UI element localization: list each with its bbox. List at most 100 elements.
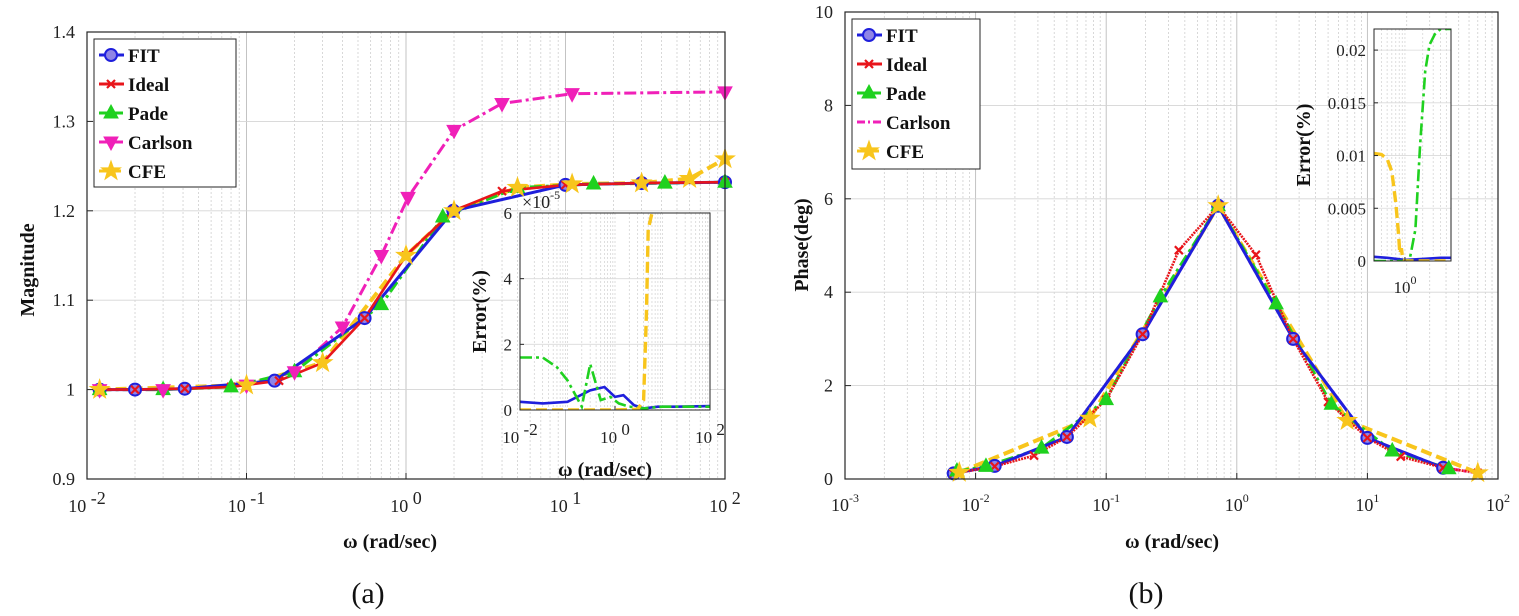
legend-label-fit: FIT	[886, 26, 918, 47]
y-tick-label: 4	[824, 282, 833, 302]
inset-series-line-fit	[1374, 255, 1451, 261]
data-point-cfe	[948, 460, 971, 482]
y-axis-label: Magnitude	[17, 223, 39, 316]
inset-x-tick-label: 10 0	[600, 420, 630, 447]
data-point-cfe	[506, 176, 529, 197]
y-tick-label: 0	[824, 469, 833, 489]
inset-series-line-cfe	[1374, 151, 1451, 261]
y-tick-label: 1.3	[53, 111, 76, 131]
legend-marker-fit	[104, 48, 118, 62]
legend: FIT Ideal Pade Carlson CFE	[851, 18, 981, 170]
x-tick-label-exp: -3	[849, 491, 859, 505]
data-point-cfe	[311, 351, 334, 373]
legend-marker-cfe	[100, 159, 122, 181]
inset-y-tick-label: 0.01	[1336, 147, 1366, 166]
y-tick-label: 1.1	[53, 290, 76, 310]
data-point-carlson	[446, 124, 462, 140]
legend-label-ideal: Ideal	[886, 55, 927, 76]
inset-y-exponent: ×10-5	[522, 188, 560, 212]
inset-y-tick-label: 0	[504, 401, 513, 420]
inset-x-tick-label: 100	[1393, 273, 1416, 297]
x-tick-label-base: 10	[831, 495, 849, 515]
inset-frame	[1373, 28, 1452, 262]
data-point-cfe	[88, 378, 111, 399]
x-tick-label-exp: -1	[1110, 491, 1120, 505]
x-tick-label-exp: 2	[1504, 491, 1510, 505]
inset-x-tick-label-exp: 0	[1410, 273, 1416, 287]
inset-plot-area	[1374, 29, 1451, 261]
data-point-pade	[1384, 441, 1401, 457]
data-point-cfe	[1207, 194, 1230, 216]
data-point-carlson	[494, 98, 510, 113]
data-point-ideal	[130, 384, 140, 395]
data-point-pade	[434, 208, 451, 223]
x-tick-label-base: 10	[1092, 495, 1110, 515]
inset-y-axis-label: Error(%)	[1293, 104, 1315, 187]
legend-label-ideal: Ideal	[128, 75, 169, 96]
inset-y-tick-label: 2	[504, 335, 513, 354]
y-axis-label: Phase(deg)	[791, 198, 813, 291]
inset-y-exponent-exp: -5	[550, 188, 560, 202]
x-tick-base: 10	[550, 496, 568, 516]
inset-series-group	[520, 213, 710, 410]
data-point-cfe	[443, 199, 465, 221]
x-tick-base: 10	[709, 496, 727, 516]
inset-x-tick-label: 10 -2	[502, 420, 537, 447]
inset-x-tick-exp: 2	[712, 420, 725, 439]
legend-label-cfe: CFE	[128, 162, 166, 183]
x-tick-label-exp: -2	[980, 491, 990, 505]
data-point-pade	[1268, 294, 1284, 310]
x-tick-label-base: 10	[1225, 495, 1243, 515]
series-line-fit	[953, 204, 1444, 475]
x-tick-label-exp: 0	[1243, 491, 1249, 505]
y-tick-label: 1	[66, 380, 75, 400]
legend-marker-fit	[862, 28, 876, 42]
inset-x-axis-label: ω (rad/sec)	[558, 459, 652, 481]
x-tick-base: 10	[390, 496, 408, 516]
data-point-cfe	[630, 171, 653, 193]
inset-x-tick-base: 10	[502, 428, 519, 447]
inset-x-tick-base: 10	[600, 428, 617, 447]
chart-a: 0.911.11.21.31.410 -2 10 -1 10 0 10 1 10 2ω …	[17, 22, 741, 610]
data-point-ideal	[1288, 334, 1298, 344]
data-point-ideal	[497, 186, 507, 196]
data-point-pade	[373, 295, 390, 311]
data-point-ideal	[1362, 433, 1373, 443]
x-tick-label: 102	[1486, 491, 1510, 515]
panel-label: (b)	[1129, 577, 1164, 610]
x-tick-exp: -1	[246, 488, 266, 508]
data-point-pade	[657, 174, 673, 189]
legend-marker-carlson	[103, 136, 119, 152]
inset-series-group	[1374, 29, 1451, 261]
inset-x-tick-base: 10	[695, 428, 712, 447]
data-point-ideal	[1062, 432, 1072, 442]
legend-marker-cfe	[858, 139, 880, 161]
marker-group	[946, 194, 1489, 483]
x-tick-label: 10 2	[709, 488, 741, 516]
marker-group	[88, 86, 736, 399]
x-tick-base: 10	[228, 496, 246, 516]
x-tick-label: 100	[1225, 491, 1249, 515]
inset-series-line-cfe	[520, 213, 654, 410]
legend-label-carlson: Carlson	[128, 133, 193, 154]
x-tick-label-base: 10	[1355, 495, 1373, 515]
inset-y-axis-label: Error(%)	[469, 270, 491, 353]
data-point-carlson	[400, 191, 416, 207]
series-line-pade	[956, 204, 1450, 473]
legend-label-fit: FIT	[128, 46, 160, 67]
inset-y-tick-label: 4	[504, 270, 513, 289]
data-point-ideal	[1251, 250, 1261, 260]
inset-series-line-pade	[520, 356, 710, 410]
x-tick-label: 10 0	[390, 488, 422, 516]
legend-marker-ideal	[106, 79, 116, 89]
x-tick-label: 10 -1	[228, 488, 266, 516]
data-point-cfe	[1336, 409, 1359, 430]
inset-y-tick-label: 0.015	[1328, 94, 1366, 113]
data-point-pade	[1033, 439, 1050, 454]
y-tick-label: 6	[824, 189, 833, 209]
data-point-pade	[1323, 395, 1340, 410]
inset-x-tick-exp: 0	[617, 420, 630, 439]
